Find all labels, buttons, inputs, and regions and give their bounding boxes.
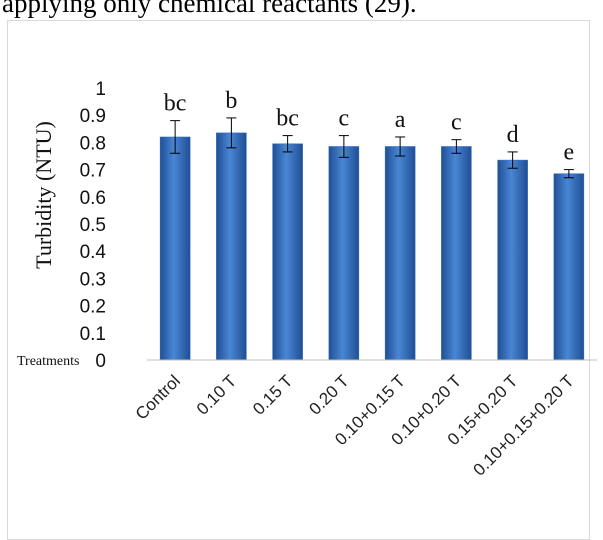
bar — [497, 159, 528, 361]
significance-label: c — [339, 106, 350, 132]
y-axis-label: Turbidity (NTU) — [31, 121, 56, 269]
error-bar — [338, 135, 349, 158]
y-tick-label: 0.8 — [80, 133, 106, 154]
bar — [441, 146, 472, 361]
y-tick-label: 0.4 — [80, 242, 107, 263]
significance-label: b — [225, 88, 237, 114]
x-category-label: 0.20 T — [305, 371, 352, 418]
error-bars — [170, 117, 574, 179]
y-tick-label: 0.1 — [80, 324, 106, 345]
error-bar — [563, 169, 574, 179]
y-tick-label: 0 — [95, 351, 106, 372]
y-tick-label: 0.5 — [80, 215, 106, 236]
significance-label: bc — [276, 106, 299, 132]
x-category-label: Control — [132, 371, 184, 423]
y-tick-label: 0.6 — [80, 188, 106, 209]
y-tick-label: 0.9 — [80, 106, 106, 127]
x-category-label: 0.10+0.15+0.20 T — [470, 371, 578, 479]
significance-label: e — [564, 140, 575, 166]
error-bar — [507, 151, 518, 169]
y-axis-ticks: 0 0.1 0.2 0.3 0.4 0.5 0.6 0.7 0.8 0.9 1 — [80, 79, 107, 372]
error-bar — [395, 136, 406, 157]
error-bar — [170, 120, 181, 154]
y-tick-label: 0.2 — [80, 297, 106, 318]
bars — [159, 132, 585, 361]
x-axis-labels: Control 0.10 T 0.15 T 0.20 T0.10+0.15 T0.10… — [132, 371, 578, 479]
significance-labels: bc b bc c a c d e — [164, 88, 574, 166]
bar-chart: 0 0.1 0.2 0.3 0.4 0.5 0.6 0.7 0.8 0.9 1 bc b bc c a c d e… — [17, 79, 597, 480]
significance-label: a — [395, 107, 406, 133]
x-category-label: 0.15 T — [249, 371, 296, 418]
significance-label: c — [451, 110, 462, 136]
bar — [216, 132, 247, 361]
bar — [272, 143, 303, 361]
y-tick-label: 1 — [95, 79, 106, 100]
error-bar — [451, 139, 462, 154]
significance-label: bc — [164, 91, 187, 117]
x-category-label: 0.10 T — [193, 371, 240, 418]
y-tick-label: 0.3 — [80, 269, 106, 290]
bar — [553, 173, 585, 361]
significance-label: d — [507, 122, 519, 148]
error-bar — [282, 135, 293, 153]
bar — [328, 146, 360, 361]
y-tick-label: 0.7 — [80, 161, 106, 182]
bar — [384, 146, 416, 361]
bar — [159, 136, 191, 361]
error-bar — [226, 117, 237, 149]
header-text: applying only chemical reactants (29). — [2, 0, 417, 18]
x-axis-title: Treatments — [17, 354, 79, 369]
